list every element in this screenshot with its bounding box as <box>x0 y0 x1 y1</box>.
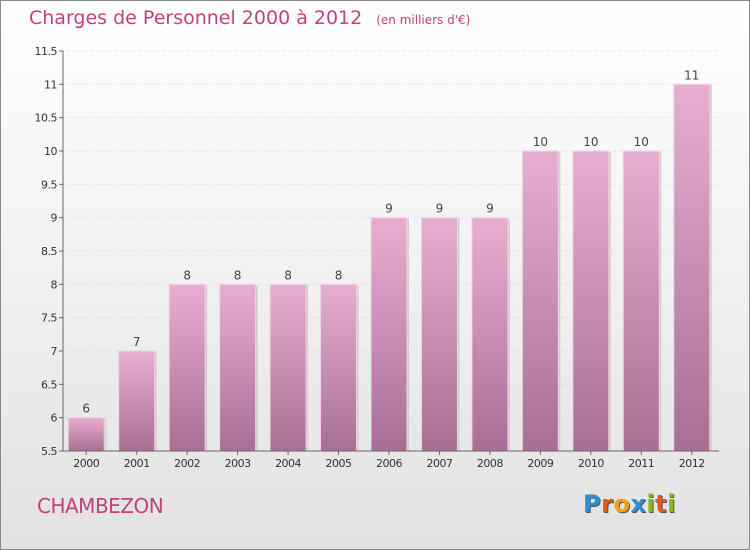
x-tick-label: 2008 <box>477 457 503 470</box>
data-label: 11 <box>684 68 699 82</box>
data-label: 8 <box>284 268 292 282</box>
y-tick-label: 7.5 <box>41 312 57 325</box>
x-tick-label: 2010 <box>578 457 604 470</box>
y-tick-label: 9.5 <box>41 178 57 191</box>
x-tick-label: 2000 <box>73 457 99 470</box>
data-label: 8 <box>234 268 242 282</box>
data-label: 10 <box>533 135 548 149</box>
bars <box>67 83 712 452</box>
data-label: 6 <box>82 402 90 416</box>
bar <box>572 150 610 452</box>
x-tick-label: 2005 <box>326 457 352 470</box>
y-tick-label: 5.5 <box>41 445 57 458</box>
data-label: 9 <box>486 202 494 216</box>
x-tick-label: 2007 <box>426 457 452 470</box>
y-tick-label: 11.5 <box>35 45 58 58</box>
axes <box>59 50 719 455</box>
y-tick-label: 8 <box>51 278 58 291</box>
bar <box>67 417 105 452</box>
bar <box>118 350 156 452</box>
bar <box>320 283 358 452</box>
data-label: 7 <box>133 335 141 349</box>
y-tick-label: 11 <box>44 78 57 91</box>
data-label: 9 <box>385 202 393 216</box>
x-tick-label: 2012 <box>679 457 705 470</box>
x-tick-label: 2009 <box>527 457 553 470</box>
y-tick-label: 10 <box>44 145 57 158</box>
title-text: Charges de Personnel 2000 à 2012 <box>29 7 363 29</box>
data-label: 8 <box>183 268 191 282</box>
y-tick-label: 9 <box>51 212 58 225</box>
y-tick-label: 6 <box>51 412 58 425</box>
chart-subtitle: (en milliers d'€) <box>376 13 471 27</box>
labels: 5.5 6 6.5 7 7.5 8 8.5 9 9.5 10 10.5 11 11.5 2000 6 2001… <box>35 45 706 470</box>
y-tick-label: 6.5 <box>41 378 57 391</box>
data-label: 10 <box>634 135 649 149</box>
bar <box>622 150 660 452</box>
bar <box>673 83 711 452</box>
y-tick-label: 10.5 <box>35 112 58 125</box>
bar <box>269 283 307 452</box>
x-tick-label: 2002 <box>174 457 200 470</box>
bar <box>219 283 257 452</box>
proxiti-logo: Proxiti <box>583 490 676 518</box>
bar <box>471 217 509 452</box>
data-label: 8 <box>335 268 343 282</box>
y-tick-label: 7 <box>51 345 58 358</box>
x-tick-label: 2003 <box>225 457 251 470</box>
x-tick-label: 2001 <box>124 457 150 470</box>
chart-title: Charges de Personnel 2000 à 2012 (en mill… <box>29 7 470 29</box>
x-tick-label: 2004 <box>275 457 301 470</box>
bar <box>420 217 458 452</box>
x-tick-label: 2011 <box>628 457 654 470</box>
bar <box>370 217 408 452</box>
x-tick-label: 2006 <box>376 457 402 470</box>
bar <box>168 283 206 452</box>
y-tick-label: 8.5 <box>41 245 57 258</box>
data-label: 9 <box>436 202 444 216</box>
bar <box>521 150 559 452</box>
city-name: CHAMBEZON <box>37 494 164 518</box>
data-label: 10 <box>583 135 598 149</box>
